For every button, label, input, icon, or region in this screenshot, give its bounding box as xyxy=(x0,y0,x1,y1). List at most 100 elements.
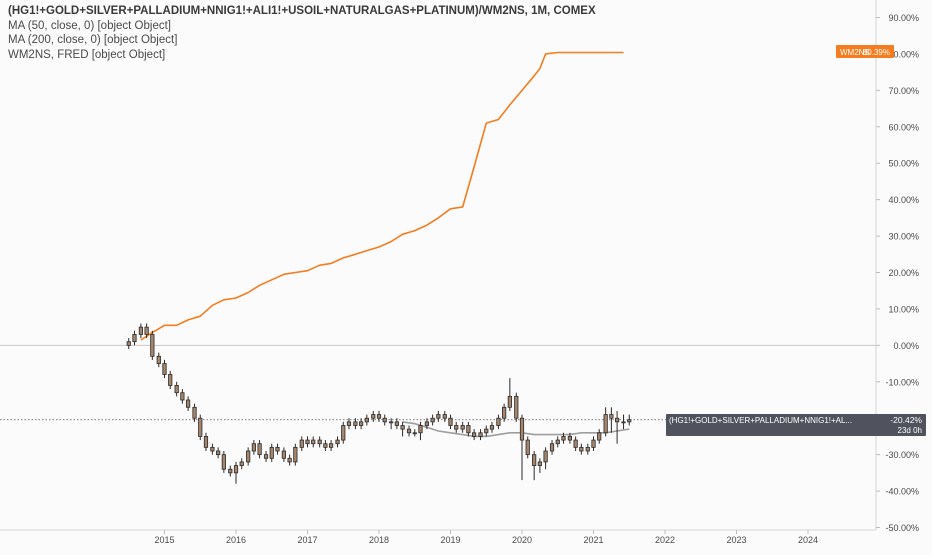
candle[interactable] xyxy=(383,415,386,426)
candle-body xyxy=(556,440,559,444)
candle[interactable] xyxy=(186,396,189,411)
candle[interactable] xyxy=(365,415,368,426)
x-tick-label: 2023 xyxy=(726,535,746,545)
candle[interactable] xyxy=(216,447,219,458)
candle[interactable] xyxy=(181,389,184,404)
candle[interactable] xyxy=(139,324,142,339)
candle[interactable] xyxy=(556,436,559,447)
candle[interactable] xyxy=(628,415,631,426)
candle[interactable] xyxy=(407,426,410,437)
candle[interactable] xyxy=(204,433,207,451)
candle[interactable] xyxy=(586,444,589,455)
candle-body xyxy=(157,356,160,363)
candle[interactable] xyxy=(270,444,273,462)
candle[interactable] xyxy=(306,436,309,447)
candle[interactable] xyxy=(520,415,523,481)
candle-body xyxy=(485,429,488,433)
legend-line-wm2ns[interactable]: WM2NS, FRED [object Object] xyxy=(8,48,596,63)
candle[interactable] xyxy=(532,451,535,480)
candle-body xyxy=(407,429,410,433)
candle[interactable] xyxy=(455,422,458,433)
candle[interactable] xyxy=(538,458,541,473)
candle[interactable] xyxy=(222,451,225,473)
legend-title[interactable]: (HG1!+GOLD+SILVER+PALLADIUM+NNIG1!+ALI1!… xyxy=(8,4,596,19)
candle[interactable] xyxy=(336,436,339,447)
candle[interactable] xyxy=(252,440,255,455)
candle[interactable] xyxy=(502,404,505,422)
candle-body xyxy=(383,418,386,422)
x-tick-label: 2024 xyxy=(798,535,818,545)
candle[interactable] xyxy=(526,436,529,458)
candle[interactable] xyxy=(258,440,261,458)
candle[interactable] xyxy=(329,440,332,451)
ma-series-line[interactable] xyxy=(403,422,630,437)
candle[interactable] xyxy=(508,378,511,411)
candle[interactable] xyxy=(234,462,237,484)
candle[interactable] xyxy=(615,411,618,444)
candle[interactable] xyxy=(413,429,416,436)
candle[interactable] xyxy=(515,393,518,422)
candle[interactable] xyxy=(604,407,607,436)
candle[interactable] xyxy=(467,422,470,437)
candle[interactable] xyxy=(151,331,154,360)
candle[interactable] xyxy=(431,415,434,426)
legend-line-ma200[interactable]: MA (200, close, 0) [object Object] xyxy=(8,33,596,48)
candle[interactable] xyxy=(437,411,440,422)
candle[interactable] xyxy=(377,411,380,422)
candle[interactable] xyxy=(479,429,482,440)
candle[interactable] xyxy=(544,447,547,469)
candle[interactable] xyxy=(169,371,172,389)
candle[interactable] xyxy=(312,436,315,447)
legend-line-ma50[interactable]: MA (50, close, 0) [object Object] xyxy=(8,19,596,34)
candle[interactable] xyxy=(497,415,500,430)
candle[interactable] xyxy=(342,422,345,444)
candle[interactable] xyxy=(157,353,160,368)
candle[interactable] xyxy=(324,440,327,451)
candle[interactable] xyxy=(264,451,267,462)
candle-body xyxy=(437,415,440,419)
candle[interactable] xyxy=(318,436,321,447)
candle[interactable] xyxy=(401,422,404,437)
candle[interactable] xyxy=(193,404,196,422)
candle[interactable] xyxy=(282,447,285,462)
candle[interactable] xyxy=(449,415,452,430)
candle[interactable] xyxy=(246,447,249,465)
candle[interactable] xyxy=(229,466,232,477)
candle[interactable] xyxy=(490,422,493,433)
candle[interactable] xyxy=(300,436,303,451)
candle[interactable] xyxy=(461,422,464,433)
candle[interactable] xyxy=(294,444,297,466)
candle[interactable] xyxy=(127,338,130,349)
candle[interactable] xyxy=(598,429,601,444)
candle[interactable] xyxy=(211,444,214,455)
candle[interactable] xyxy=(175,382,178,397)
candle[interactable] xyxy=(276,444,279,455)
candle[interactable] xyxy=(359,418,362,429)
candle-body xyxy=(252,444,255,451)
candle[interactable] xyxy=(580,444,583,455)
candle[interactable] xyxy=(485,426,488,437)
candle[interactable] xyxy=(472,429,475,440)
candle-body xyxy=(538,462,541,466)
x-tick-label: 2018 xyxy=(369,535,389,545)
candle[interactable] xyxy=(240,458,243,469)
candle[interactable] xyxy=(622,415,625,430)
x-tick-label: 2015 xyxy=(154,535,174,545)
candle[interactable] xyxy=(372,411,375,422)
candle[interactable] xyxy=(199,415,202,441)
candle-body xyxy=(431,418,434,422)
candle[interactable] xyxy=(133,331,136,346)
candle[interactable] xyxy=(163,360,166,378)
x-tick-label: 2019 xyxy=(440,535,460,545)
candle[interactable] xyxy=(592,436,595,451)
chart-legend: (HG1!+GOLD+SILVER+PALLADIUM+NNIG1!+ALI1!… xyxy=(8,4,596,62)
wm2ns-series-line[interactable] xyxy=(141,53,624,340)
candle[interactable] xyxy=(574,436,577,451)
candle[interactable] xyxy=(550,440,553,455)
candle[interactable] xyxy=(288,455,291,466)
candle[interactable] xyxy=(443,411,446,422)
candle-body xyxy=(216,451,219,455)
candle-body xyxy=(568,436,571,440)
